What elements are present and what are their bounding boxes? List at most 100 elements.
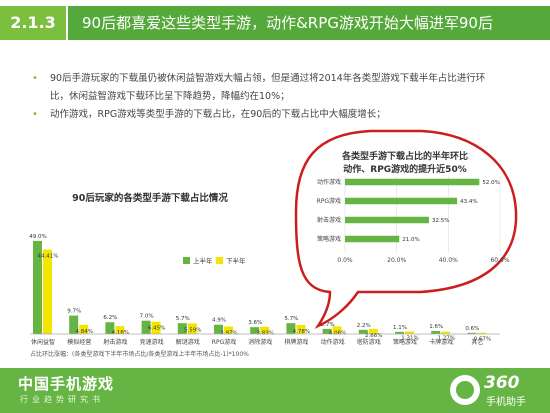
x-tick-label: 卡牌游戏 xyxy=(429,338,453,346)
bullet-dot-icon: • xyxy=(32,73,38,84)
data-label: 32.5% xyxy=(432,218,449,224)
x-tick-label: 消除游戏 xyxy=(248,338,272,346)
bar-h1 xyxy=(286,323,296,334)
bar-h1 xyxy=(322,328,332,334)
data-label: 2.7% xyxy=(321,322,335,328)
footer-bar: 中国手机游戏 行业趋势研究书 360 手机助手 xyxy=(0,368,550,413)
data-label: 3.6% xyxy=(248,320,262,326)
bullet-text-line: 动作游戏，RPG游戏等类型手游的下载占比，在90后的下载占比中大幅度增长； xyxy=(50,109,386,120)
data-label: 1.31% xyxy=(401,336,418,342)
bullet-item: • 90后手游玩家的下载虽仍被休闲益智游戏大幅占领，但是通过将2014年各类型游… xyxy=(32,70,522,106)
horizontal-bars-group: 0.0% 20.0% 40.0% 60.0% 动作游戏 52.0% RPG游戏 43.4% 射击… xyxy=(317,176,510,264)
legend-label: 下半年 xyxy=(226,256,246,265)
x-tick-label: 其它 xyxy=(471,338,483,346)
legend-swatch xyxy=(216,257,223,264)
data-label: 9.7% xyxy=(67,309,81,315)
data-label: 5.7% xyxy=(284,316,298,322)
360-logo-icon xyxy=(450,375,480,405)
bar-h2 xyxy=(477,332,487,334)
footer-brand: 中国手机游戏 xyxy=(18,375,115,393)
data-label: 2.66% xyxy=(365,333,382,339)
chart-footnote: 占比环比涨幅：(各类型游戏下半年市场占比/各类型游戏上半年市场占比-1)*100… xyxy=(30,350,249,358)
data-label: 4.84% xyxy=(75,329,92,335)
x-tick-label: 休闲益智 xyxy=(31,338,55,346)
bar-h2 xyxy=(43,249,52,334)
logo-subtext: 手机助手 xyxy=(486,397,526,408)
data-label: 43.4% xyxy=(460,199,477,205)
bullet-text-line: 比，休闲益智游戏下载环比呈下降趋势，降幅约在10%； xyxy=(50,91,290,102)
data-label: 44.41% xyxy=(38,254,59,260)
bar-h2 xyxy=(151,321,161,334)
data-label: 1.1% xyxy=(393,325,407,331)
main-bars-group: 49.0% 44.41% 休闲益智 9.7% 4.84% 模拟经营 6.2% 4.16% 射击游… xyxy=(29,234,491,346)
data-label: 4.16% xyxy=(112,330,129,336)
data-label: 52.0% xyxy=(482,180,499,186)
x-tick-label: 竞速游戏 xyxy=(140,338,164,346)
x-tick-label: 策略游戏 xyxy=(393,338,417,346)
data-label: 5.59% xyxy=(184,327,201,333)
data-label: 1.27% xyxy=(437,336,454,342)
bubble-title: 各类型手游下载占比的半年环比 xyxy=(341,150,468,162)
x-tick-label: 40.0% xyxy=(439,257,458,264)
data-label: 3.97% xyxy=(220,330,237,336)
data-label: 49.0% xyxy=(29,234,46,240)
x-tick-label: 塔防游戏 xyxy=(357,338,381,346)
y-tick-label: RPG游戏 xyxy=(317,197,341,205)
bullet-text-line: 90后手游玩家的下载虽仍被休闲益智游戏大幅占领，但是通过将2014年各类型游戏下… xyxy=(50,73,486,84)
bar-h1 xyxy=(467,332,477,334)
data-label: 0.6% xyxy=(465,326,479,332)
data-label: 7.0% xyxy=(140,314,154,320)
data-label: 1.6% xyxy=(429,324,443,330)
x-tick-label: 60.0% xyxy=(490,257,509,264)
data-label: 4.9% xyxy=(212,318,226,324)
hbar xyxy=(345,197,458,205)
bar-h1 xyxy=(395,331,404,334)
y-tick-label: 策略游戏 xyxy=(317,235,341,243)
bar-h1 xyxy=(431,330,441,334)
bar-h2 xyxy=(260,326,270,334)
hbar xyxy=(345,216,429,224)
x-tick-label: 射击游戏 xyxy=(103,338,127,346)
data-label: 4.78% xyxy=(293,329,310,335)
x-tick-label: 棋牌游戏 xyxy=(284,338,308,346)
bullet-item: • 动作游戏，RPG游戏等类型手游的下载占比，在90后的下载占比中大幅度增长； xyxy=(32,106,522,124)
bar-h2 xyxy=(79,324,89,334)
data-label: 4.06% xyxy=(329,330,346,336)
bar-h2 xyxy=(187,323,197,334)
bar-h2 xyxy=(296,324,306,334)
bar-h1 xyxy=(177,323,187,334)
page-title: 90后都喜爱这些类型手游，动作&RPG游戏开始大幅进军90后 xyxy=(68,6,550,40)
bubble-subtitle: 动作、RPG游戏的提升近50% xyxy=(343,163,466,175)
bar-h2 xyxy=(405,331,414,334)
data-label: 6.45% xyxy=(148,326,165,332)
y-tick-label: 射击游戏 xyxy=(317,216,341,224)
logo-text: 360 xyxy=(484,373,520,393)
section-number: 2.1.3 xyxy=(0,6,66,40)
hbar xyxy=(345,235,400,243)
bar-h1 xyxy=(33,240,42,334)
x-tick-label: 动作游戏 xyxy=(321,338,345,346)
bar-h2 xyxy=(224,326,233,334)
data-label: 6.2% xyxy=(103,315,117,321)
x-tick-label: 20.0% xyxy=(387,257,406,264)
bar-h1 xyxy=(105,322,115,334)
legend-label: 上半年 xyxy=(193,256,213,265)
x-tick-label: 模拟经营 xyxy=(67,338,91,346)
x-tick-label: 0.0% xyxy=(337,257,353,264)
data-label: 0.67% xyxy=(474,337,491,343)
data-label: 2.2% xyxy=(357,323,371,329)
bar-h1 xyxy=(358,329,368,334)
data-label: 5.7% xyxy=(176,316,190,322)
bar-h2 xyxy=(441,331,451,334)
bullet-list: • 90后手游玩家的下载虽仍被休闲益智游戏大幅占领，但是通过将2014年各类型游… xyxy=(32,70,522,124)
bar-h1 xyxy=(250,327,260,334)
data-label: 21.0% xyxy=(402,237,419,243)
bar-h2 xyxy=(115,326,125,334)
bar-h1 xyxy=(69,315,79,334)
bar-h1 xyxy=(141,320,151,334)
legend-swatch xyxy=(183,257,190,264)
chart-title: 90后玩家的各类型手游下载占比情况 xyxy=(72,192,228,204)
bar-h1 xyxy=(214,324,223,334)
